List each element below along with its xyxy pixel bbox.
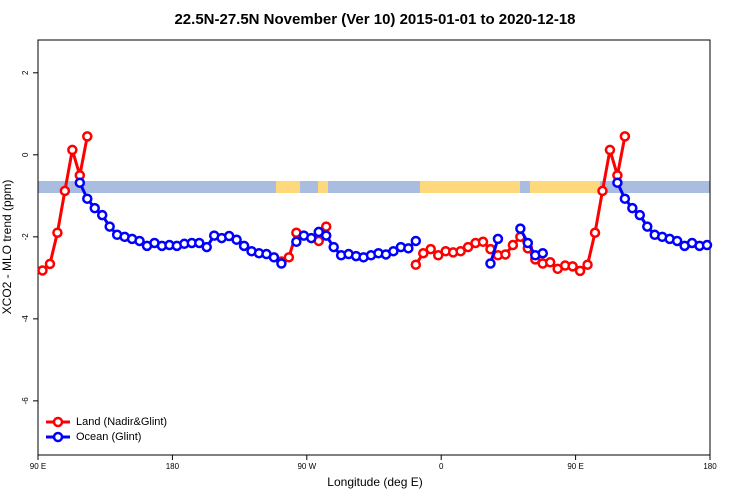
- x-tick-label: 90 E: [567, 462, 583, 471]
- legend-marker: [52, 431, 64, 443]
- data-point: [574, 265, 586, 277]
- data-point: [671, 235, 683, 247]
- data-point: [627, 202, 638, 214]
- data-point: [418, 247, 429, 259]
- data-point: [567, 261, 578, 272]
- data-point: [485, 258, 496, 269]
- data-point: [238, 240, 250, 252]
- data-point: [410, 259, 422, 270]
- data-point: [134, 235, 145, 247]
- data-point: [59, 185, 71, 197]
- data-point: [455, 245, 466, 257]
- data-point: [104, 221, 115, 232]
- data-point: [500, 249, 511, 260]
- data-point: [82, 131, 93, 142]
- data-point: [291, 236, 302, 248]
- legend-label: Ocean (Glint): [76, 431, 141, 443]
- data-point: [89, 202, 100, 214]
- x-tick-label: 90 W: [297, 462, 316, 471]
- data-point: [67, 144, 78, 156]
- data-point: [328, 241, 339, 253]
- x-tick-label: 180: [703, 462, 717, 471]
- data-point: [619, 131, 631, 142]
- data-point: [425, 243, 436, 255]
- series-line: [41, 136, 89, 272]
- plot-frame: [37, 39, 711, 456]
- data-point: [432, 250, 444, 261]
- data-point: [537, 247, 548, 259]
- data-point: [82, 193, 93, 204]
- x-axis-label: Longitude (deg E): [327, 475, 422, 489]
- data-point: [701, 239, 713, 251]
- x-tick-label: 0: [439, 462, 444, 471]
- data-point: [604, 144, 616, 156]
- data-point: [44, 258, 56, 270]
- data-point: [283, 252, 295, 263]
- land-ocean-strip: [38, 181, 710, 193]
- data-point: [515, 223, 526, 234]
- data-point: [201, 241, 212, 253]
- data-point: [582, 259, 593, 270]
- data-point: [634, 209, 646, 221]
- data-point: [544, 257, 556, 268]
- data-point: [477, 236, 489, 248]
- data-point: [268, 252, 280, 263]
- y-tick-label: 2: [21, 70, 30, 75]
- data-point: [320, 230, 332, 241]
- y-tick-label: -6: [21, 397, 30, 405]
- data-point: [276, 258, 287, 269]
- data-point: [231, 234, 242, 245]
- chart-title: 22.5N-27.5N November (Ver 10) 2015-01-01…: [174, 11, 575, 28]
- legend-marker: [52, 416, 64, 428]
- data-point: [320, 221, 332, 232]
- data-point: [388, 245, 399, 257]
- data-point: [194, 237, 205, 249]
- y-tick-label: -2: [21, 233, 30, 241]
- y-axis-label: XCO2 - MLO trend (ppm): [0, 180, 14, 315]
- data-point: [410, 235, 422, 247]
- data-point: [522, 237, 534, 249]
- y-tick-label: 0: [21, 152, 30, 157]
- data-point: [597, 185, 608, 197]
- x-tick-label: 90 E: [30, 462, 46, 471]
- data-point: [96, 209, 108, 221]
- data-point: [462, 241, 474, 253]
- data-point: [306, 232, 317, 244]
- data-point: [589, 227, 601, 238]
- data-point: [612, 177, 623, 188]
- data-point: [642, 221, 653, 232]
- data-point: [619, 193, 631, 204]
- data-point: [507, 239, 519, 251]
- data-point: [492, 233, 504, 245]
- x-tick-label: 180: [166, 462, 180, 471]
- data-point: [37, 265, 48, 276]
- data-point: [52, 227, 63, 238]
- data-point: [403, 243, 414, 254]
- y-tick-label: -4: [21, 315, 30, 323]
- legend-label: Land (Nadir&Glint): [76, 416, 167, 428]
- data-point: [74, 177, 86, 188]
